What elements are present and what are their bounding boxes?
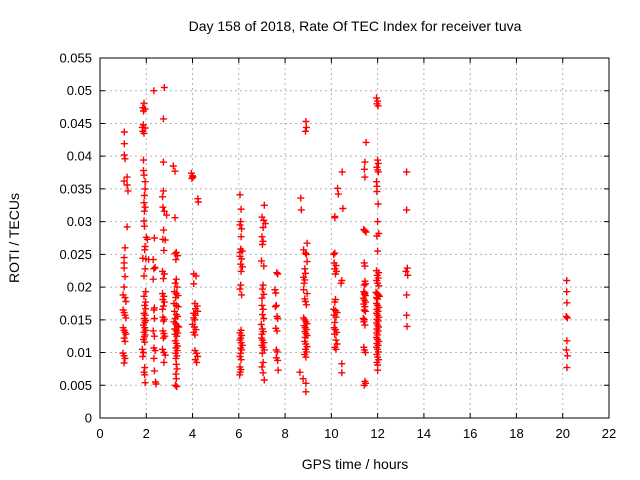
x-tick-label: 22 xyxy=(602,426,616,441)
x-axis-label: GPS time / hours xyxy=(301,456,409,472)
y-tick-label: 0.035 xyxy=(59,181,92,196)
x-tick-label: 10 xyxy=(324,426,338,441)
y-tick-label: 0.045 xyxy=(59,116,92,131)
data-points xyxy=(119,84,571,396)
plot-frame xyxy=(99,57,610,419)
x-tick-label: 20 xyxy=(555,426,569,441)
chart-title: Day 158 of 2018, Rate Of TEC Index for r… xyxy=(188,18,522,34)
y-tick-label: 0.025 xyxy=(59,247,92,262)
x-tick-label: 2 xyxy=(143,426,150,441)
y-tick-label: 0.005 xyxy=(59,378,92,393)
x-tick-label: 12 xyxy=(370,426,384,441)
x-tick-label: 14 xyxy=(417,426,431,441)
x-tick-label: 16 xyxy=(463,426,477,441)
x-tick-label: 8 xyxy=(281,426,288,441)
x-tick-label: 4 xyxy=(189,426,196,441)
y-tick-label: 0.02 xyxy=(67,280,92,295)
x-tick-label: 0 xyxy=(96,426,103,441)
x-tick-label: 6 xyxy=(235,426,242,441)
x-tick-label: 18 xyxy=(509,426,523,441)
y-tick-label: 0.055 xyxy=(59,51,92,66)
y-tick-label: 0.01 xyxy=(67,345,92,360)
y-tick-label: 0.03 xyxy=(67,214,92,229)
y-tick-label: 0.04 xyxy=(67,149,92,164)
y-tick-label: 0.05 xyxy=(67,83,92,98)
tick-marks xyxy=(99,57,610,419)
y-tick-label: 0.015 xyxy=(59,312,92,327)
y-tick-label: 0 xyxy=(85,411,92,426)
